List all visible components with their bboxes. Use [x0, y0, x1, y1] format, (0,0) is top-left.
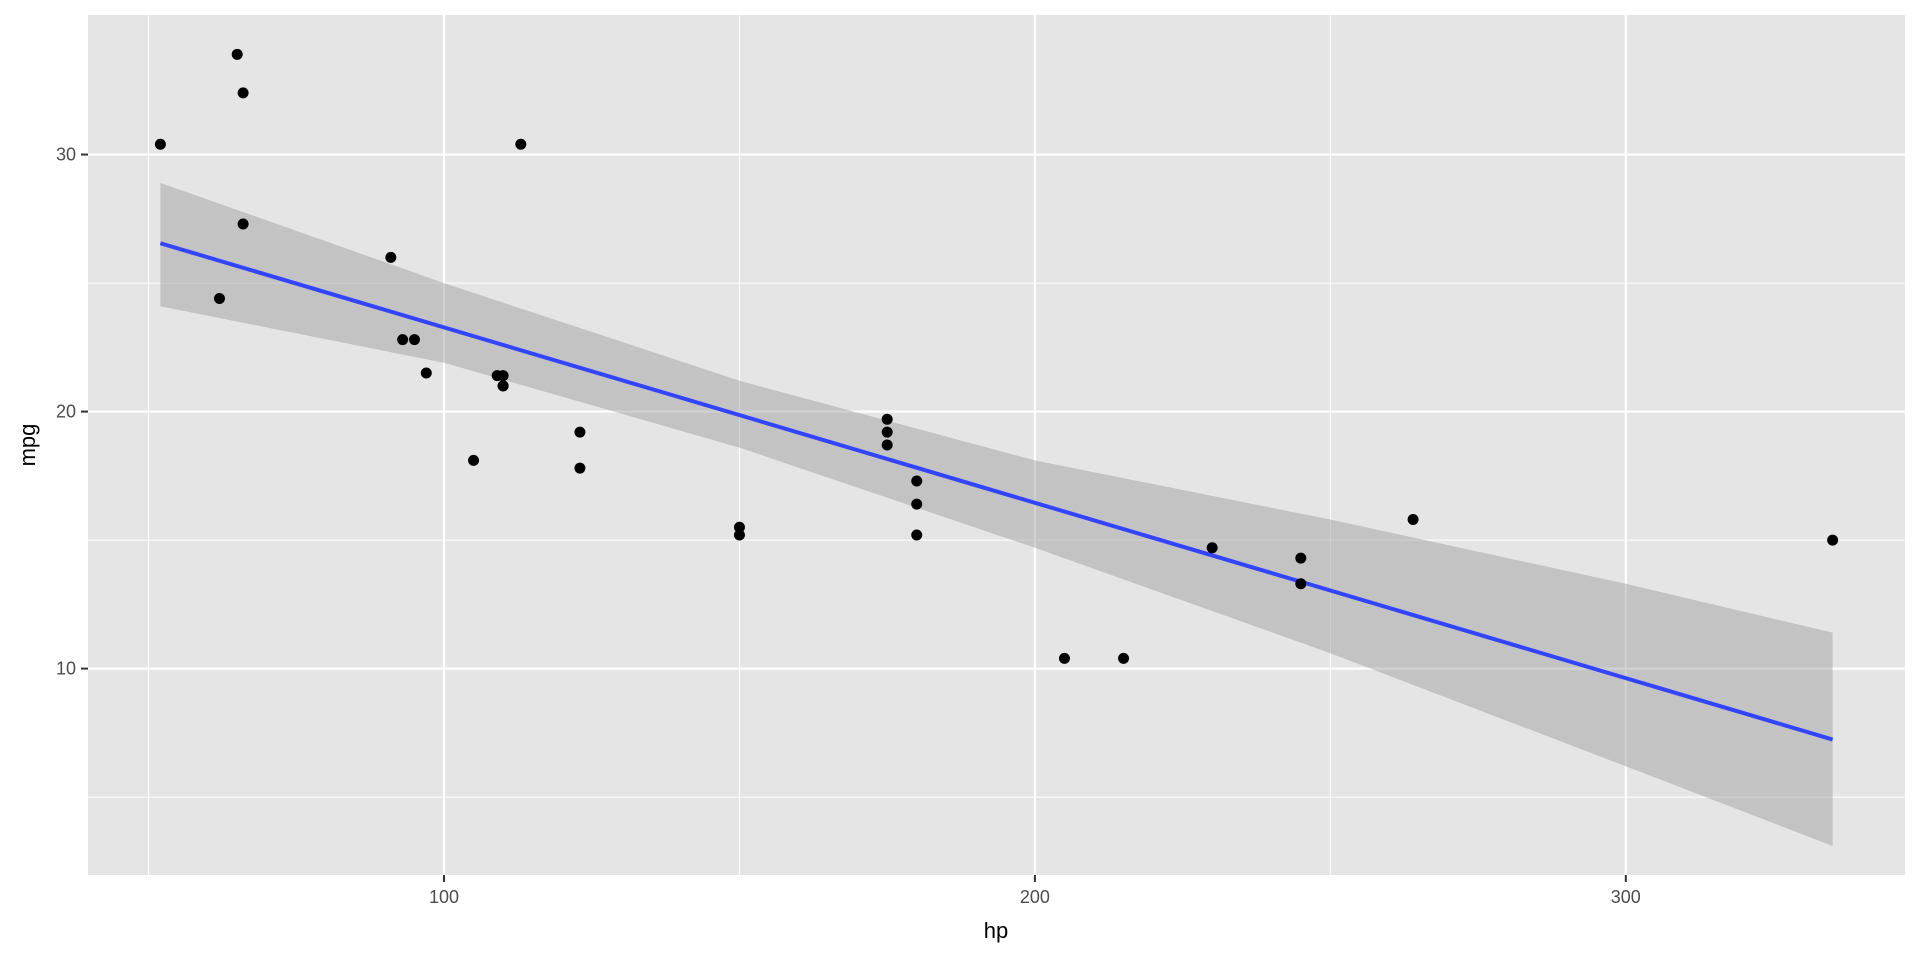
data-point [237, 218, 249, 230]
data-point [231, 48, 243, 60]
x-axis-title: hp [984, 918, 1008, 943]
y-tick-label: 10 [56, 659, 76, 679]
y-tick-label: 30 [56, 145, 76, 165]
data-point [237, 87, 249, 99]
data-point [1407, 514, 1419, 526]
data-point [574, 462, 586, 474]
y-tick-label: 20 [56, 402, 76, 422]
x-tick-label: 200 [1020, 887, 1050, 907]
data-point [733, 521, 745, 533]
data-point [881, 413, 893, 425]
data-point [515, 138, 527, 150]
data-point [1295, 578, 1307, 590]
data-point [213, 292, 225, 304]
confidence-band [160, 182, 1833, 846]
data-point [1827, 534, 1839, 546]
x-tick-label: 100 [429, 887, 459, 907]
data-point [1058, 652, 1070, 664]
data-point [154, 138, 166, 150]
data-point [881, 426, 893, 438]
data-point [911, 529, 923, 541]
trend-line-layer [159, 241, 1834, 742]
data-point [1118, 652, 1130, 664]
regression-line [159, 241, 1834, 742]
major-grid [88, 15, 1905, 875]
data-point [911, 475, 923, 487]
data-point [911, 498, 923, 510]
data-point [468, 454, 480, 466]
x-tick-label: 300 [1611, 887, 1641, 907]
data-point [733, 529, 745, 541]
data-point [497, 380, 509, 392]
data-point [574, 426, 586, 438]
y-tick-labels: 10 20 30 [56, 145, 76, 679]
x-tick-labels: 100 200 300 [429, 887, 1641, 907]
data-point [397, 334, 409, 346]
axis-ticks [81, 153, 1627, 882]
data-point [385, 251, 397, 263]
data-point [1206, 542, 1218, 554]
points-layer [154, 48, 1839, 664]
data-point [1295, 552, 1307, 564]
data-point [881, 439, 893, 451]
minor-grid [88, 15, 1905, 875]
data-point [491, 370, 503, 382]
plot-panel [88, 15, 1905, 875]
data-point [420, 367, 432, 379]
y-axis-title: mpg [15, 424, 40, 467]
data-point [408, 334, 420, 346]
confidence-band-layer [160, 182, 1833, 846]
